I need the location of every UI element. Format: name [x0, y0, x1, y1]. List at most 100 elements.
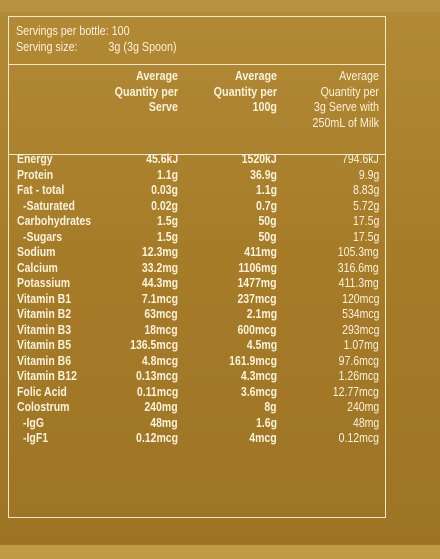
- value-per-100g: 600mcg: [237, 322, 277, 337]
- nutrient-row: Folic Acid 0.11mcg 3.6mcg 12.77mcg: [9, 385, 385, 401]
- value-per-100g: 1477mg: [237, 276, 277, 290]
- value-per-serve: 7.1mcg: [141, 291, 178, 306]
- nutrient-label: Folic Acid: [17, 384, 67, 399]
- nutrient-row: Energy 45.6kJ 1520kJ 794.6kJ: [9, 152, 385, 168]
- value-with-milk: 316.6mg: [338, 260, 379, 275]
- value-per-serve: 12.3mg: [141, 245, 178, 259]
- serving-size-label: Serving size:: [16, 40, 78, 54]
- value-with-milk: 17.5g: [352, 229, 379, 244]
- value-per-serve: 240mg: [144, 400, 178, 414]
- value-with-milk: 17.5g: [352, 214, 379, 228]
- value-per-100g: 411mg: [244, 245, 277, 259]
- value-per-100g: 1520kJ: [241, 152, 277, 166]
- value-per-serve: 1.5g: [156, 229, 178, 244]
- value-with-milk: 48mg: [352, 415, 379, 430]
- value-per-100g: 8g: [264, 400, 277, 414]
- servings-per-bottle-label: Servings per bottle:: [16, 24, 109, 38]
- nutrient-label: Vitamin B12: [17, 369, 77, 383]
- nutrient-row: Fat - total 0.03g 1.1g 8.83g: [9, 183, 385, 199]
- nutrient-row: Protein 1.1g 36.9g 9.9g: [9, 168, 385, 184]
- column-header-per-100g: Average Quantity per 100g: [213, 69, 277, 114]
- nutrient-label: Vitamin B5: [17, 338, 72, 352]
- nutrient-row: Sodium 12.3mg 411mg 105.3mg: [9, 245, 385, 261]
- nutrient-row: Vitamin B1 7.1mcg 237mcg 120mcg: [9, 292, 385, 308]
- nutrient-label: Vitamin B6: [17, 353, 72, 368]
- value-per-100g: 4mcg: [249, 431, 277, 445]
- nutrient-row: -Saturated 0.02g 0.7g 5.72g: [9, 199, 385, 215]
- nutrient-label: Colostrum: [17, 400, 70, 414]
- nutrient-row: Calcium 33.2mg 1106mg 316.6mg: [9, 261, 385, 277]
- value-with-milk: 120mcg: [341, 291, 379, 306]
- value-per-serve: 0.02g: [151, 198, 178, 213]
- value-per-100g: 50g: [258, 214, 277, 228]
- value-per-100g: 36.9g: [250, 167, 277, 182]
- value-per-serve: 18mcg: [144, 322, 178, 337]
- nutrient-row: Vitamin B5 136.5mcg 4.5mg 1.07mg: [9, 338, 385, 354]
- nutrient-row: Vitamin B2 63mcg 2.1mg 534mcg: [9, 307, 385, 323]
- column-headers: Average Quantity per Serve Average Quant…: [9, 67, 385, 155]
- nutrient-row: -IgG 48mg 1.6g 48mg: [9, 416, 385, 432]
- nutrient-row: Potassium 44.3mg 1477mg 411.3mg: [9, 276, 385, 292]
- value-with-milk: 293mcg: [341, 322, 379, 337]
- nutrient-label: -IgG: [23, 415, 44, 430]
- value-with-milk: 240mg: [346, 400, 379, 414]
- nutrient-label: Potassium: [17, 276, 71, 290]
- value-with-milk: 5.72g: [352, 198, 379, 213]
- value-with-milk: 0.12mcg: [338, 431, 379, 445]
- column-header-with-milk: Average Quantity per 3g Serve with 250mL…: [312, 69, 379, 130]
- value-per-100g: 50g: [258, 229, 277, 244]
- bottom-strip: [0, 545, 440, 559]
- value-per-serve: 0.12mcg: [135, 431, 178, 445]
- value-per-100g: 4.5mg: [246, 338, 277, 352]
- value-per-serve: 63mcg: [144, 307, 178, 321]
- value-per-100g: 161.9mcg: [229, 353, 277, 368]
- value-per-serve: 0.11mcg: [136, 384, 178, 399]
- value-per-serve: 44.3mg: [141, 276, 178, 290]
- nutrient-label: Sodium: [17, 245, 56, 259]
- value-with-milk: 411.3mg: [338, 276, 379, 290]
- nutrient-row: Vitamin B6 4.8mcg 161.9mcg 97.6mcg: [9, 354, 385, 370]
- value-with-milk: 8.83g: [352, 183, 379, 197]
- value-per-100g: 1.6g: [255, 415, 277, 430]
- nutrient-label: -Sugars: [23, 229, 63, 244]
- value-with-milk: 12.77mcg: [332, 384, 379, 399]
- nutrient-label: Carbohydrates: [17, 214, 92, 228]
- value-with-milk: 794.6kJ: [342, 152, 379, 166]
- nutrient-label: -IgF1: [23, 431, 49, 445]
- value-per-serve: 0.13mcg: [135, 369, 178, 383]
- value-per-serve: 0.03g: [151, 183, 178, 197]
- value-per-serve: 1.5g: [156, 214, 178, 228]
- nutrient-label: Calcium: [17, 260, 58, 275]
- nutrient-label: Vitamin B2: [17, 307, 72, 321]
- nutrient-label: Vitamin B3: [17, 322, 72, 337]
- nutrient-row: -Sugars 1.5g 50g 17.5g: [9, 230, 385, 246]
- nutrient-row: Vitamin B12 0.13mcg 4.3mcg 1.26mcg: [9, 369, 385, 385]
- nutrient-label: Protein: [17, 167, 54, 182]
- value-per-serve: 33.2mg: [141, 260, 178, 275]
- nutrient-label: Fat - total: [17, 183, 65, 197]
- serving-size-row: Serving size: 3g (3g Spoon): [16, 39, 177, 55]
- nutrient-row: Carbohydrates 1.5g 50g 17.5g: [9, 214, 385, 230]
- value-per-100g: 1106mg: [238, 260, 277, 275]
- value-per-serve: 48mg: [150, 415, 178, 430]
- value-per-serve: 136.5mcg: [130, 338, 178, 352]
- value-per-serve: 4.8mcg: [141, 353, 178, 368]
- value-per-100g: 2.1mg: [246, 307, 277, 321]
- nutrient-row: Vitamin B3 18mcg 600mcg 293mcg: [9, 323, 385, 339]
- nutrient-label: Vitamin B1: [17, 291, 72, 306]
- servings-section: Servings per bottle: 100 Serving size: 3…: [9, 17, 385, 65]
- value-per-100g: 3.6mcg: [240, 384, 277, 399]
- value-with-milk: 105.3mg: [338, 245, 379, 259]
- value-with-milk: 9.9g: [358, 167, 379, 182]
- value-per-serve: 45.6kJ: [145, 152, 178, 166]
- nutrient-row: -IgF1 0.12mcg 4mcg 0.12mcg: [9, 431, 385, 447]
- value-with-milk: 534mcg: [341, 307, 379, 321]
- serving-size-value: 3g (3g Spoon): [108, 40, 177, 54]
- nutrient-row: Colostrum 240mg 8g 240mg: [9, 400, 385, 416]
- value-with-milk: 1.26mcg: [338, 369, 379, 383]
- value-per-100g: 237mcg: [237, 291, 277, 306]
- servings-per-bottle-value: 100: [111, 24, 130, 38]
- value-per-serve: 1.1g: [156, 167, 178, 182]
- servings-per-bottle-row: Servings per bottle: 100: [16, 23, 130, 39]
